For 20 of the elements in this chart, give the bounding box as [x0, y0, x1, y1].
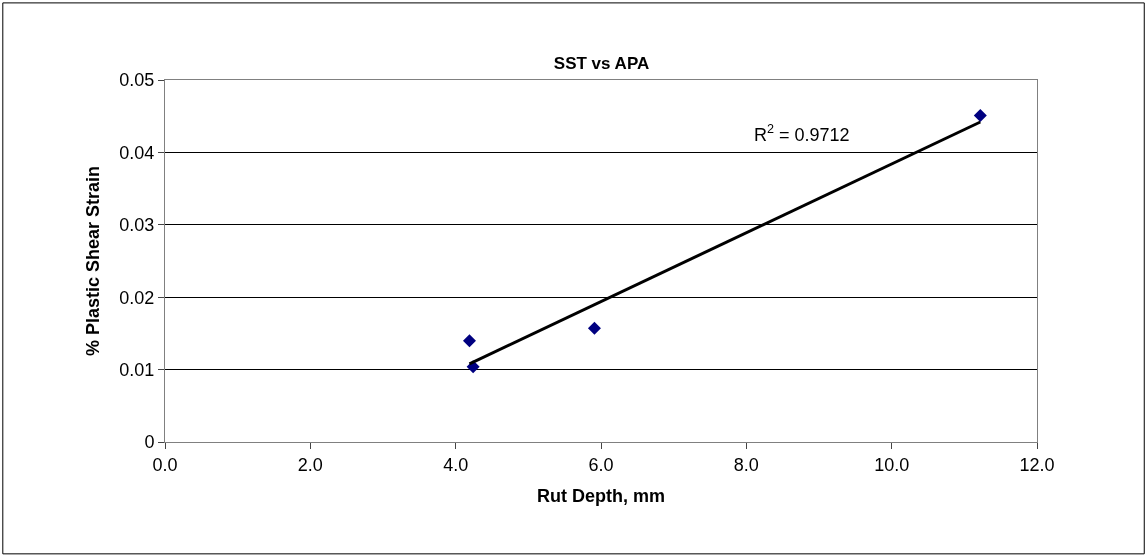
y-tick-label: 0.04	[119, 142, 155, 163]
y-axis-title: % Plastic Shear Strain	[82, 165, 103, 357]
y-tick-label: 0	[144, 432, 155, 453]
x-tick-label: 10.0	[874, 454, 910, 475]
x-tick-label: 8.0	[733, 454, 759, 475]
point	[462, 334, 476, 348]
x-tick-label: 4.0	[443, 454, 469, 475]
x-tick-label: 2.0	[297, 454, 323, 475]
x-tick-label: 0.0	[152, 454, 178, 475]
point	[973, 108, 987, 122]
y-tick-label: 0.02	[119, 287, 155, 308]
x-axis-title: Rut Depth, mm	[537, 485, 665, 506]
y-tick-label: 0.01	[119, 359, 155, 380]
chart-title: SST vs APA	[553, 53, 650, 73]
annotation: R$^{2}$ = 0.9712	[754, 122, 850, 145]
point	[587, 321, 601, 335]
y-tick-label: 0.03	[119, 215, 155, 236]
y-tick-label: 0.05	[119, 70, 155, 91]
x-tick-label: 12.0	[1019, 454, 1055, 475]
x-tick-label: 6.0	[588, 454, 614, 475]
